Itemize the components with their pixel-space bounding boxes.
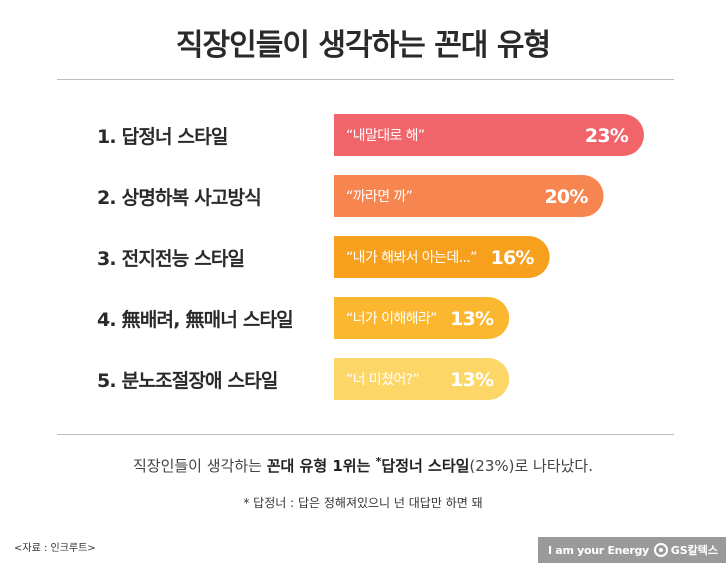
brand-logo-text: GS칼텍스 [670, 544, 718, 557]
brand-bar: I am your Energy GS칼텍스 [538, 537, 726, 563]
category-label: 1. 답정너 스타일 [97, 126, 228, 148]
bar-5 [334, 358, 510, 400]
category-label: 3. 전지전능 스타일 [97, 248, 244, 270]
gs-caltex-logo-icon [653, 543, 668, 557]
bar-2 [334, 175, 604, 217]
bar-value-label: 13% [450, 369, 494, 391]
page-title: 직장인들이 생각하는 꼰대 유형 [175, 28, 551, 63]
summary-asterisk: * [375, 455, 382, 468]
brand-logo: GS칼텍스 [653, 542, 718, 558]
summary-bold-style: 답정너 스타일 [381, 457, 470, 475]
category-label: 5. 분노조절장애 스타일 [97, 370, 278, 392]
bar-value-label: 23% [585, 125, 629, 147]
bar-1 [334, 114, 644, 156]
summary-sentence: 직장인들이 생각하는 꼰대 유형 1위는 *답정너 스타일(23%)로 나타났다… [0, 455, 726, 476]
bar-quote-label: “너가 이해해라” [346, 311, 437, 327]
bar-4 [334, 297, 510, 339]
summary-bold-type: 꼰대 유형 1위는 [266, 457, 376, 475]
bar-value-label: 13% [450, 308, 494, 330]
bar-quote-label: “너 미쳤어?” [346, 372, 419, 388]
footnote: * 답정너 : 답은 정해져있으니 넌 대답만 하면 돼 [243, 496, 483, 510]
bar-quote-label: “까라면 까” [346, 189, 412, 205]
bar-value-label: 20% [544, 186, 588, 208]
summary-suffix: (23%)로 나타났다. [469, 457, 594, 475]
bar-3 [334, 236, 550, 278]
source-label: <자료 : 인크루트> [14, 543, 96, 554]
bar-quote-label: “내가 해봐서 아는데...” [346, 250, 477, 266]
summary-prefix: 직장인들이 생각하는 [132, 457, 267, 475]
top-divider [57, 79, 674, 80]
bar-value-label: 16% [491, 247, 535, 269]
bottom-divider [57, 434, 674, 435]
category-label: 4. 無배려, 無매너 스타일 [97, 308, 293, 331]
brand-slogan: I am your Energy [548, 543, 649, 557]
bar-quote-label: “내말대로 해” [346, 128, 425, 144]
category-label: 2. 상명하복 사고방식 [97, 187, 261, 209]
